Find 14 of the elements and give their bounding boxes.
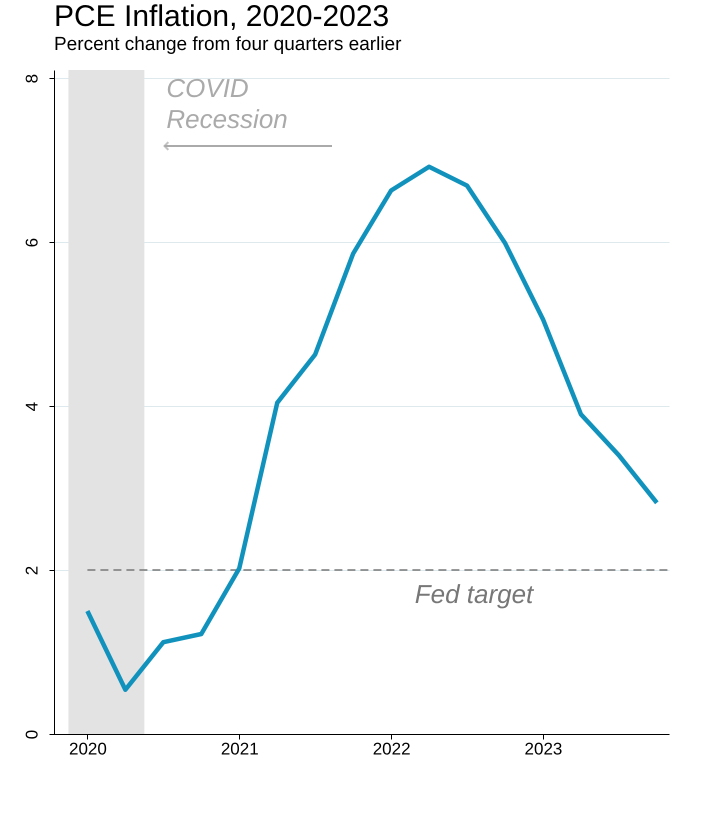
- x-tick-label: 2021: [220, 740, 259, 758]
- y-tick-label: 2: [22, 566, 42, 576]
- y-tick-label: 6: [22, 238, 42, 248]
- ref-line-label: Fed target: [414, 579, 536, 610]
- chart-title: PCE Inflation, 2020-2023: [54, 0, 390, 33]
- y-tick-label: 4: [22, 402, 42, 412]
- chart-subtitle: Percent change from four quarters earlier: [54, 34, 402, 55]
- band-label: COVID Recession: [166, 73, 288, 134]
- x-tick-label: 2022: [372, 740, 411, 758]
- x-tick-label: 2023: [524, 740, 562, 758]
- y-tick-label: 0: [22, 730, 42, 740]
- line-series: [85, 164, 660, 692]
- x-tick-label: 2020: [68, 740, 107, 758]
- y-tick-label: 8: [22, 74, 42, 84]
